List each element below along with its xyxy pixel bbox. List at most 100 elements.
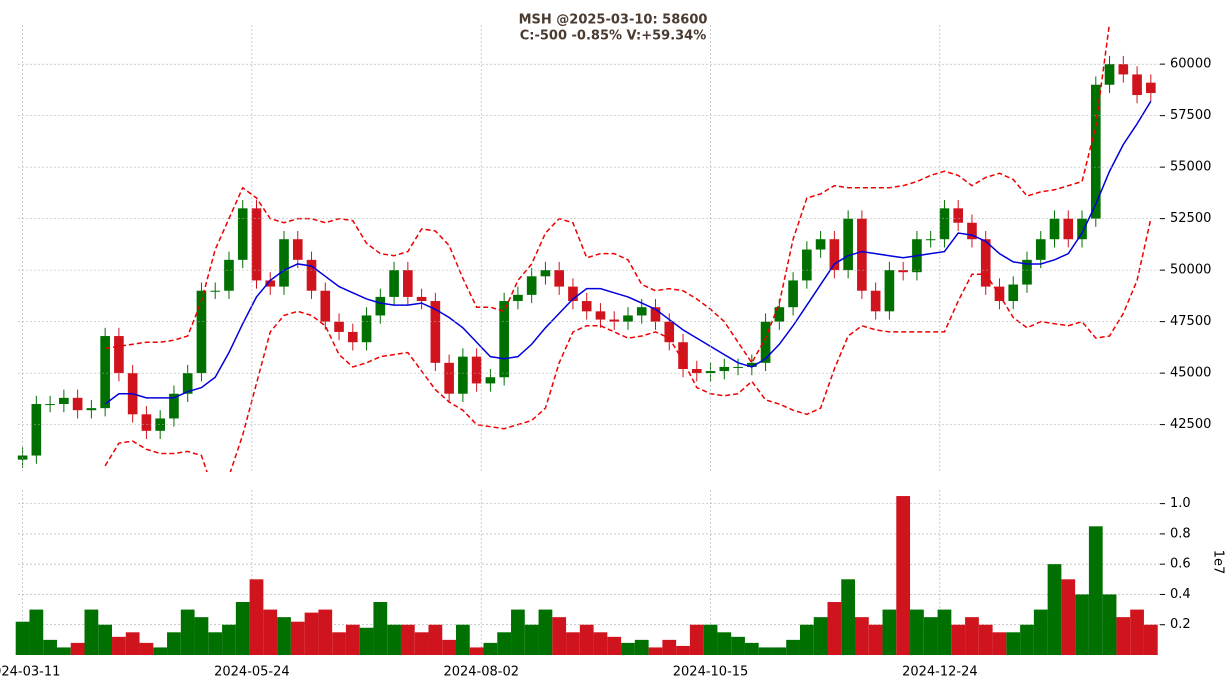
volume-bar	[841, 579, 856, 655]
volume-bar	[414, 632, 429, 655]
y-tick-label: 55000	[1170, 160, 1211, 175]
volume-bar	[1006, 632, 1021, 655]
candle-body	[471, 356, 482, 384]
volume-bar	[951, 624, 966, 655]
candle-body	[416, 296, 427, 302]
candle-body	[224, 259, 234, 291]
candle-body	[430, 301, 441, 363]
volume-bar	[208, 632, 223, 655]
y-tick-label: 0.2	[1170, 617, 1191, 632]
volume-bar	[400, 624, 415, 655]
candle-body	[623, 315, 633, 322]
volume-bar	[56, 647, 71, 655]
candle-body	[141, 414, 152, 431]
candle-body	[1146, 82, 1156, 93]
candle-body	[664, 321, 675, 343]
candle-body	[513, 294, 523, 302]
candle-body	[1077, 218, 1087, 240]
candle-body	[884, 270, 895, 312]
candle-body	[1132, 74, 1142, 96]
candle-body	[155, 418, 165, 431]
candle-body	[86, 408, 97, 411]
candle-body	[444, 362, 454, 394]
candle-body	[898, 270, 908, 273]
volume-bar	[937, 609, 952, 655]
candle-body	[1090, 84, 1101, 219]
candle-body	[1008, 284, 1019, 302]
candle-body	[458, 356, 468, 394]
volume-bar	[813, 617, 828, 655]
volume-bar	[703, 624, 718, 655]
candle-body	[939, 208, 950, 240]
candle-body	[526, 276, 537, 295]
volume-bar	[855, 617, 869, 655]
volume-bar	[70, 642, 85, 655]
candle-body	[1049, 218, 1060, 240]
candle-body	[829, 239, 840, 271]
y-tick-label: 47500	[1170, 314, 1211, 329]
volume-bar	[799, 624, 814, 655]
volume-bar	[180, 609, 195, 655]
candle-body	[788, 280, 798, 308]
x-tick-label: 2024-08-02	[443, 665, 519, 680]
volume-bar	[290, 621, 305, 655]
y-tick-label: 52500	[1170, 211, 1211, 226]
candle-body	[251, 208, 262, 281]
volume-bar	[772, 647, 787, 655]
volume-bar	[593, 632, 608, 655]
volume-bar	[194, 617, 209, 655]
candle-body	[802, 249, 812, 281]
volume-bar	[1102, 594, 1117, 655]
volume-bar	[607, 636, 622, 655]
volume-bar	[896, 496, 911, 655]
volume-bar	[15, 621, 30, 655]
volume-bar	[538, 609, 553, 655]
candle-body	[31, 404, 42, 456]
upper-line	[105, 25, 1111, 365]
volume-bar	[1033, 609, 1048, 655]
volume-bar	[442, 639, 456, 655]
x-tick-label: 2024-03-11	[0, 665, 60, 680]
lower-line	[104, 218, 1152, 472]
y-tick-label: 0.8	[1170, 526, 1191, 541]
candle-body	[196, 290, 207, 374]
volume-bar	[167, 632, 181, 655]
candle-body	[375, 296, 386, 316]
candle-body	[279, 239, 289, 287]
candle-body	[870, 290, 881, 312]
volume-bar	[621, 642, 635, 655]
volume-bar	[304, 612, 319, 655]
candle-body	[334, 321, 344, 332]
candle-body	[540, 270, 551, 277]
y-tick-label: 45000	[1170, 366, 1211, 381]
candle-body	[705, 371, 716, 374]
candle-body	[953, 208, 964, 223]
volume-bar	[359, 627, 374, 655]
candle-body	[114, 336, 124, 374]
volume-bar	[511, 609, 525, 655]
candle-body	[980, 239, 991, 287]
volume-bar	[98, 624, 113, 655]
volume-bar	[483, 642, 498, 655]
volume-bar	[222, 624, 236, 655]
volume-bar	[868, 624, 883, 655]
y-tick-label: 42500	[1170, 417, 1211, 432]
volume-bar	[125, 632, 140, 655]
volume-bar	[1020, 624, 1034, 655]
volume-bar	[84, 609, 99, 655]
volume-bar	[744, 642, 759, 655]
volume-bar	[662, 639, 677, 655]
candle-body	[403, 270, 413, 297]
candle-body	[389, 270, 399, 297]
candle-body	[843, 218, 853, 271]
volume-bar	[758, 647, 773, 655]
volume-bar	[1116, 617, 1131, 655]
volume-bar	[235, 602, 250, 655]
y-tick-label: 1.0	[1170, 496, 1191, 511]
volume-bar	[428, 624, 443, 655]
volume-bar	[1130, 609, 1144, 655]
volume-bar	[676, 645, 690, 655]
volume-bar	[469, 647, 484, 655]
volume-bar	[387, 624, 401, 655]
volume-bar	[1088, 526, 1103, 655]
